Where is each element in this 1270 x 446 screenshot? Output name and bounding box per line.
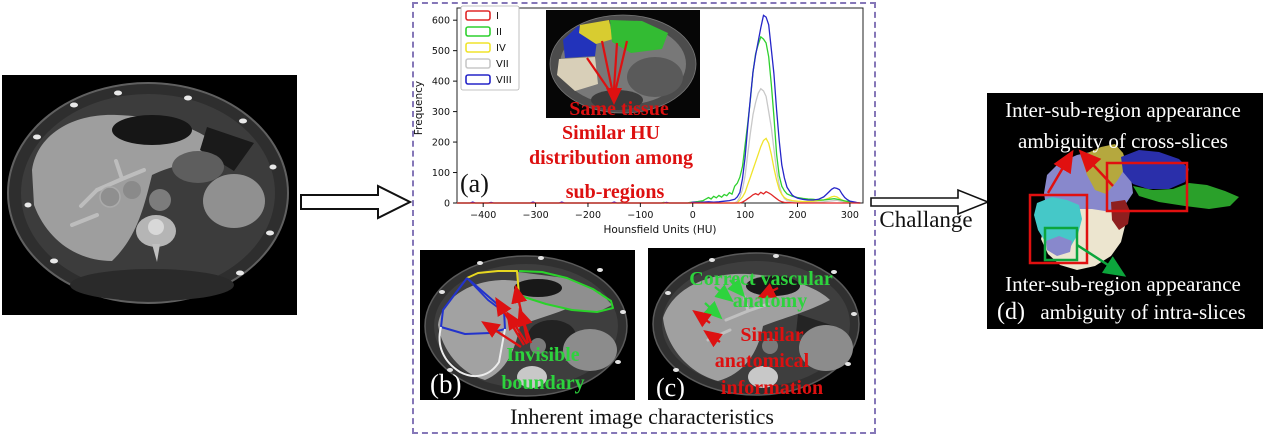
legend-label-IV: IV xyxy=(496,43,506,54)
spleen-region xyxy=(563,329,617,371)
svg-text:100: 100 xyxy=(736,210,754,221)
distribution-text: distribution among xyxy=(529,147,693,169)
flow-arrow-left xyxy=(300,184,412,220)
same-tissue-arrowhead xyxy=(606,88,622,105)
invisible-boundary-arrows xyxy=(481,284,533,348)
cross-slices-line2: ambiguity of cross-slices xyxy=(1018,129,1228,153)
aorta xyxy=(149,189,171,211)
svg-text:0: 0 xyxy=(690,210,696,221)
svg-text:−100: −100 xyxy=(627,210,653,221)
panel-a-label: (a) xyxy=(460,169,489,198)
legend-label-VII: VII xyxy=(496,59,509,70)
similar-text: Similar xyxy=(740,324,803,346)
spleen-region xyxy=(799,325,853,371)
x-axis-label: Hounsfield Units (HU) xyxy=(603,224,716,236)
information-text: information xyxy=(721,377,823,399)
svg-text:0: 0 xyxy=(444,199,450,210)
panel-d-segmentation: Inter-sub-region appearance ambiguity of… xyxy=(987,93,1263,329)
boundary-text: boundary xyxy=(501,372,584,394)
legend-label-VIII: VIII xyxy=(496,75,512,86)
subregions-text: sub-regions xyxy=(566,181,665,203)
highlight-rects xyxy=(1028,161,1189,265)
rib-highlights xyxy=(439,256,626,372)
pointer-arrows xyxy=(1046,149,1127,277)
portal-vein xyxy=(99,186,121,208)
panel-c-vascular-anatomy: Correct vascular anatomy Similar anatomi… xyxy=(648,248,865,400)
anatomical-text: anatomical xyxy=(715,350,810,372)
vascular-arrows-green xyxy=(703,278,746,320)
panel-a-histogram: −400 −300 −200 −100 0 100 200 300 0 100 200 300 400 5… xyxy=(413,5,864,236)
vertebra xyxy=(517,366,547,388)
legend-label-I: I xyxy=(496,11,499,22)
svg-text:200: 200 xyxy=(432,138,450,149)
legend-label-II: II xyxy=(496,27,502,38)
svg-text:600: 600 xyxy=(432,16,450,27)
green-boundary-outline xyxy=(518,270,614,313)
subregion-vii-beige xyxy=(557,57,598,91)
same-tissue-arrows xyxy=(586,40,629,91)
region-dark-blue xyxy=(1121,150,1189,189)
legend-swatch-VIII xyxy=(465,74,491,85)
challenge-label: Challange xyxy=(879,207,973,232)
y-axis-label: Frequency xyxy=(413,81,425,135)
white-boundary-outline xyxy=(438,326,506,378)
svg-text:400: 400 xyxy=(432,77,450,88)
inherent-characteristics-box xyxy=(412,2,876,434)
correct-vascular-text: Correct vascular xyxy=(689,268,833,290)
panel-c-label: (c) xyxy=(656,373,685,400)
legend-swatch-II xyxy=(465,26,491,37)
svg-text:300: 300 xyxy=(841,210,859,221)
region-periwinkle-small xyxy=(1046,236,1072,256)
subregion-iv-yellow xyxy=(579,20,613,44)
segmentation-regions xyxy=(1034,144,1239,270)
svg-text:300: 300 xyxy=(432,107,450,118)
similar-hu-text: Similar HU xyxy=(562,122,660,144)
subregion-ii-green xyxy=(610,20,668,53)
legend-swatch-IV xyxy=(465,42,491,53)
invisible-text: Invisible xyxy=(506,344,579,366)
rib-highlights xyxy=(665,254,857,372)
vertebra xyxy=(748,366,778,388)
series-I xyxy=(457,190,861,204)
series-VII xyxy=(457,87,861,204)
panel-b-label: (b) xyxy=(430,369,461,399)
legend-swatch-VII xyxy=(465,58,491,69)
histogram-series xyxy=(457,14,861,204)
ct-axial-slice-image xyxy=(2,75,297,315)
liver-vessels xyxy=(70,159,146,227)
box-caption: Inherent image characteristics xyxy=(510,404,774,429)
intra-slices-line2: ambiguity of intra-slices xyxy=(1040,300,1245,324)
svg-text:−400: −400 xyxy=(470,210,496,221)
gas-pocket xyxy=(112,115,192,145)
svg-text:100: 100 xyxy=(432,168,450,179)
svg-text:500: 500 xyxy=(432,46,450,57)
panel-b-invisible-boundary: Invisible boundary (b) xyxy=(420,250,635,400)
region-dark-red xyxy=(1111,200,1130,230)
intra-slices-line1: Inter-sub-region appearance xyxy=(1005,272,1241,296)
red-highlight-rect-right xyxy=(1105,161,1189,213)
svg-text:−200: −200 xyxy=(575,210,601,221)
green-highlight-rect xyxy=(1043,226,1079,262)
svg-text:200: 200 xyxy=(788,210,806,221)
panel-d-label: (d) xyxy=(997,299,1025,325)
inset-ct-subregions xyxy=(546,10,700,118)
stomach-region xyxy=(203,174,265,228)
vascular-arrows-red xyxy=(692,283,779,348)
liver-region xyxy=(663,273,830,381)
histogram-axes: −400 −300 −200 −100 0 100 200 300 0 100 200 300 400 5… xyxy=(432,16,859,221)
rib-highlights xyxy=(24,90,277,276)
flow-arrow-challenge xyxy=(870,188,990,216)
series-IV xyxy=(457,137,861,204)
cross-slices-line1: Inter-sub-region appearance xyxy=(1005,98,1241,122)
red-highlight-rect-left xyxy=(1028,193,1089,265)
svg-text:−300: −300 xyxy=(523,210,549,221)
yellow-boundary-outline xyxy=(466,270,520,296)
legend-swatch-I xyxy=(465,10,491,21)
anatomy-text: anatomy xyxy=(733,290,807,312)
same-tissue-text: Same tissue xyxy=(569,98,669,120)
ct-body xyxy=(7,82,289,304)
